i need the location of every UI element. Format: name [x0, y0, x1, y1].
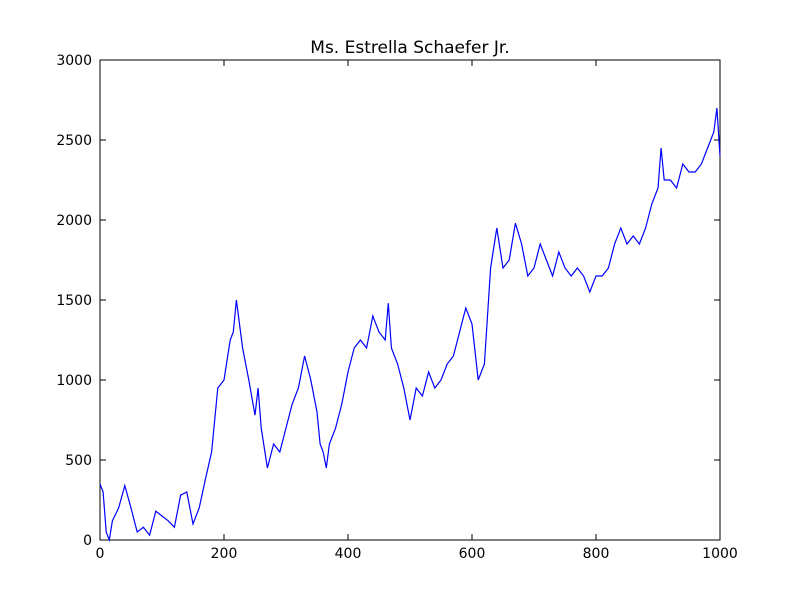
y-tick-label: 3000	[56, 53, 92, 69]
y-tick-label: 0	[83, 533, 92, 549]
data-line	[99, 107, 721, 543]
x-tick-label: 200	[211, 546, 238, 562]
x-tick-label: 400	[335, 546, 362, 562]
y-tick-label: 1500	[56, 293, 92, 309]
plot-frame	[99, 59, 721, 541]
y-tick-label: 1000	[56, 373, 92, 389]
x-tick-label: 1000	[702, 546, 738, 562]
y-tick-label: 500	[65, 453, 92, 469]
y-tick-label: 2000	[56, 213, 92, 229]
x-tick-label: 800	[583, 546, 610, 562]
chart-title: Ms. Estrella Schaefer Jr.	[310, 38, 509, 58]
x-tick-label: 0	[96, 546, 105, 562]
x-tick-label: 600	[459, 546, 486, 562]
y-tick-label: 2500	[56, 133, 92, 149]
